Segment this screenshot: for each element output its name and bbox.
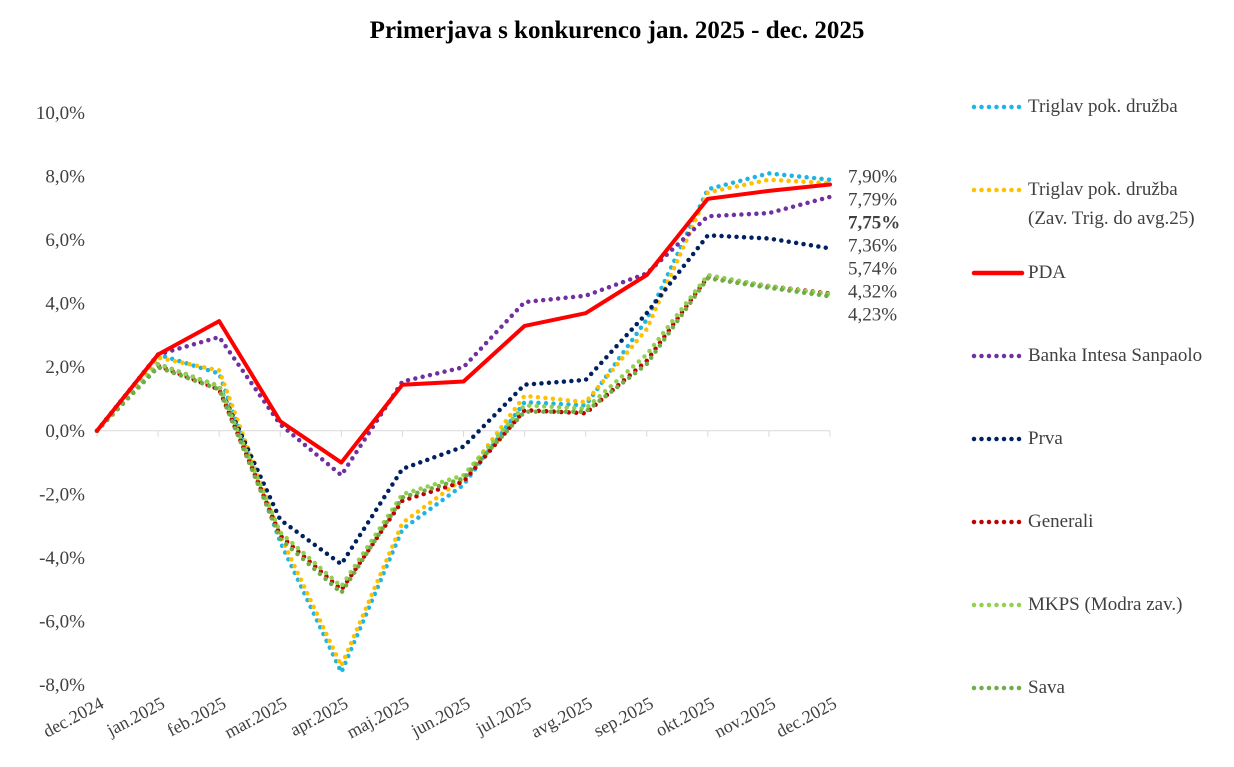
data-label: 7,90%: [848, 167, 897, 188]
series-line: [94, 272, 833, 589]
x-tick-label: avg.2025: [527, 693, 595, 742]
y-tick-label: -4,0%: [39, 548, 85, 569]
x-tick-label: mar.2025: [221, 693, 290, 742]
legend-item: Sava: [970, 673, 1210, 702]
legend-swatch: [971, 602, 1025, 608]
legend-item: Triglav pok. družba: [970, 92, 1210, 121]
legend-swatch: [971, 104, 1025, 110]
series-line: [95, 182, 832, 465]
data-label: 4,32%: [848, 282, 897, 303]
x-tick-label: okt.2025: [652, 693, 717, 740]
x-tick-label: nov.2025: [711, 693, 779, 742]
legend-item: Triglav pok. družba (Zav. Trig. do avg.2…: [970, 175, 1210, 233]
data-label: 7,75%: [848, 213, 900, 234]
y-tick-label: -6,0%: [39, 611, 85, 632]
series-line: [94, 171, 833, 675]
chart-title: Primerjava s konkurenco jan. 2025 - dec.…: [370, 17, 865, 44]
legend-item: Banka Intesa Sanpaolo: [970, 341, 1210, 370]
data-label: 5,74%: [848, 259, 897, 280]
legend-label: PDA: [1028, 262, 1067, 283]
legend-label: Banka Intesa Sanpaolo: [1028, 345, 1203, 366]
y-tick-label: -8,0%: [39, 675, 85, 696]
legend-item: MKPS (Modra zav.): [970, 590, 1210, 619]
legend-swatch: [971, 685, 1025, 691]
legend-item: PDA: [970, 258, 1210, 287]
legend-swatch: [971, 519, 1025, 525]
x-tick-label: jul.2025: [472, 693, 535, 739]
legend-swatch: [971, 187, 1025, 193]
x-tick-label: jun.2025: [407, 693, 473, 741]
y-tick-label: 2,0%: [45, 357, 85, 378]
y-tick-label: 6,0%: [45, 230, 85, 251]
legend-swatch: [971, 353, 1025, 359]
x-tick-label: dec.2025: [773, 693, 840, 741]
x-tick-label: sep.2025: [590, 693, 656, 741]
y-tick-label: 10,0%: [36, 103, 85, 124]
x-tick-label: jan.2025: [103, 693, 168, 740]
series-line: [94, 233, 833, 567]
legend-label: MKPS (Modra zav.): [1028, 594, 1183, 615]
legend-item: Prva: [970, 424, 1210, 453]
y-tick-label: -2,0%: [39, 484, 85, 505]
x-tick-label: dec.2024: [40, 693, 107, 741]
legend-label: Prva: [1028, 428, 1063, 449]
y-tick-label: 8,0%: [45, 167, 85, 188]
data-label: 4,23%: [848, 305, 897, 326]
legend-label: Triglav pok. družba: [1028, 96, 1178, 117]
x-tick-label: feb.2025: [164, 693, 229, 740]
legend-label: Triglav pok. družba (Zav. Trig. do avg.2…: [1028, 179, 1195, 229]
series-line: [94, 275, 833, 596]
data-label: 7,36%: [848, 236, 897, 257]
legend-swatch: [971, 270, 1025, 276]
legend-item: Generali: [970, 507, 1210, 536]
x-tick-label: apr.2025: [287, 693, 352, 740]
y-tick-label: 0,0%: [45, 421, 85, 442]
legend-label: Sava: [1028, 677, 1065, 698]
y-tick-label: 4,0%: [45, 294, 85, 315]
legend-label: Generali: [1028, 511, 1094, 532]
legend-swatch: [971, 436, 1025, 442]
data-label: 7,79%: [848, 190, 897, 211]
x-tick-label: maj.2025: [343, 693, 412, 742]
series-line: [94, 177, 833, 669]
